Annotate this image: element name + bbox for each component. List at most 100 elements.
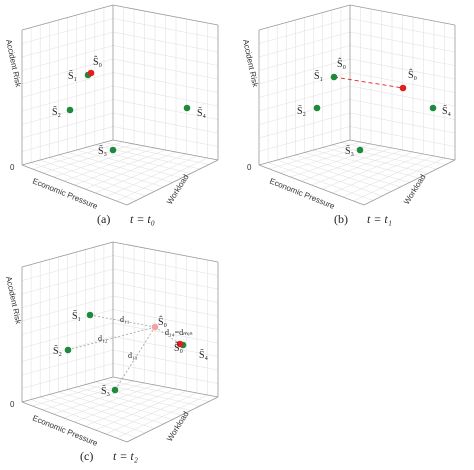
point bbox=[109, 146, 117, 154]
grid-line bbox=[112, 45, 219, 66]
point-label: S̃₂ bbox=[53, 344, 62, 357]
grid-line bbox=[105, 392, 198, 435]
distance-label: d₁₄=dₘᵢₙ bbox=[165, 328, 193, 337]
point-label: Ŝ₀ bbox=[408, 69, 418, 81]
grid-line bbox=[21, 401, 128, 443]
point-label: S̃₃ bbox=[98, 144, 107, 157]
grid-line bbox=[332, 153, 424, 194]
grid-line bbox=[349, 4, 456, 26]
point-label: S̃₁ bbox=[68, 69, 77, 82]
grid-line bbox=[126, 159, 219, 206]
grid-line bbox=[21, 268, 114, 295]
grid-line bbox=[105, 155, 198, 198]
z-axis-label: Accident Risk bbox=[4, 276, 23, 326]
grid-line bbox=[363, 159, 456, 206]
grid-line bbox=[21, 309, 114, 335]
point bbox=[313, 104, 321, 112]
origin-label: 0 bbox=[247, 163, 252, 172]
grid-line bbox=[116, 157, 208, 202]
grid-line bbox=[258, 4, 351, 31]
grid-line bbox=[277, 159, 383, 197]
grid-line bbox=[112, 4, 219, 26]
connector bbox=[89, 314, 156, 328]
grid-line bbox=[349, 45, 456, 66]
y-axis-label: Workload bbox=[165, 173, 190, 206]
grid-line bbox=[258, 58, 351, 85]
grid-line bbox=[58, 391, 164, 425]
connector bbox=[114, 326, 156, 391]
grid-line bbox=[349, 31, 456, 53]
grid-line bbox=[21, 282, 114, 308]
grid-line bbox=[30, 399, 137, 438]
origin-label: 0 bbox=[10, 400, 15, 409]
grid-line bbox=[112, 58, 219, 80]
grid-line bbox=[349, 139, 456, 161]
grid-line bbox=[84, 151, 177, 190]
point-label: S̃₃ bbox=[345, 144, 354, 157]
grid-line bbox=[258, 164, 365, 206]
grid-line bbox=[258, 31, 351, 58]
grid-line bbox=[49, 394, 155, 429]
grid-line bbox=[95, 390, 187, 431]
grid-line bbox=[21, 4, 114, 31]
grid-line bbox=[21, 295, 114, 322]
panel: S̃₁ S̃₂ S̃₃ S̃₄ Ŝ₀ Ŝ₀ d₁₁ d₁₂ d₁₃ d₁₄=dₘᵢₙ Acciden… bbox=[4, 241, 219, 463]
point-label: S̃₄ bbox=[442, 104, 452, 117]
grid-line bbox=[112, 295, 219, 317]
caption-time: t = t₂ bbox=[113, 449, 138, 463]
grid-line bbox=[286, 157, 392, 192]
grid-line bbox=[21, 164, 128, 206]
grid-line bbox=[267, 162, 374, 201]
point-label: Ŝ₀ bbox=[158, 316, 168, 328]
grid-line bbox=[21, 18, 114, 44]
grid-line bbox=[258, 45, 351, 71]
grid-line bbox=[112, 241, 219, 263]
point-label: Ŝ₀ bbox=[174, 342, 184, 354]
grid-line bbox=[84, 388, 177, 427]
caption-label: (b) bbox=[334, 212, 348, 226]
point-label: S̃₄ bbox=[199, 348, 209, 361]
caption-time: t = t₀ bbox=[130, 212, 155, 226]
grid-line bbox=[112, 309, 219, 330]
point bbox=[399, 84, 407, 92]
point bbox=[66, 106, 74, 114]
grid-line bbox=[112, 255, 219, 276]
point bbox=[111, 386, 119, 394]
grid-line bbox=[349, 58, 456, 80]
grid-line bbox=[112, 139, 219, 161]
grid-line bbox=[349, 18, 456, 39]
grid-line bbox=[21, 31, 114, 58]
grid-line bbox=[126, 396, 219, 443]
grid-line bbox=[40, 396, 146, 434]
grid-line bbox=[112, 376, 219, 398]
grid-line bbox=[21, 72, 114, 98]
caption-label: (c) bbox=[80, 449, 93, 463]
point bbox=[86, 311, 94, 319]
grid-line bbox=[21, 139, 114, 166]
point bbox=[356, 146, 364, 154]
distance-label: d₁₂ bbox=[98, 334, 108, 343]
point bbox=[330, 73, 338, 81]
grid-line bbox=[30, 162, 137, 201]
point-label: S̃₁ bbox=[72, 309, 81, 322]
grid-line bbox=[311, 149, 403, 186]
distance-label: d₁₃ bbox=[128, 351, 138, 360]
z-axis-label: Accident Risk bbox=[241, 39, 260, 89]
connector bbox=[154, 326, 181, 345]
connector bbox=[67, 326, 156, 351]
grid-line bbox=[258, 18, 351, 44]
grid-line bbox=[95, 153, 187, 194]
grid-line bbox=[74, 149, 166, 186]
grid-line bbox=[40, 159, 146, 197]
grid-line bbox=[349, 72, 456, 93]
point-label: S̃₃ bbox=[101, 384, 110, 397]
grid-line bbox=[321, 151, 414, 190]
y-axis-label: Workload bbox=[165, 410, 190, 443]
distance-label: d₁₁ bbox=[120, 315, 130, 324]
grid-line bbox=[21, 58, 114, 85]
grid-line bbox=[342, 155, 435, 198]
point bbox=[64, 346, 72, 354]
